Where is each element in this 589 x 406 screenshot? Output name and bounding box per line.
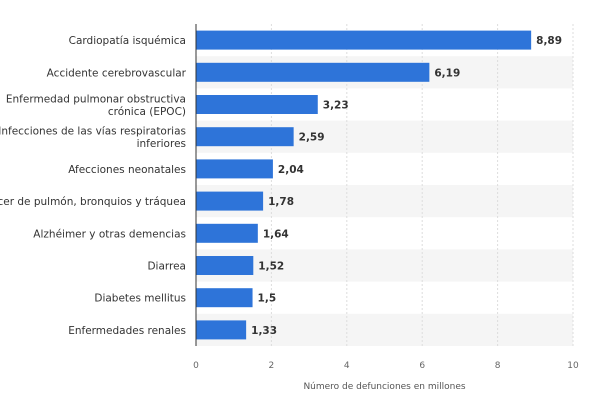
category-label: Afecciones neonatales — [68, 164, 186, 176]
bar[interactable] — [196, 30, 532, 50]
value-label: 6,19 — [434, 67, 460, 79]
category-label: Diarrea — [147, 261, 186, 273]
bar[interactable] — [196, 223, 258, 243]
bar[interactable] — [196, 288, 253, 308]
x-axis-title: Número de defunciones en millones — [303, 382, 465, 392]
x-tick-labels: 0 2 4 6 8 10 — [193, 361, 579, 371]
value-label: 1,33 — [251, 325, 277, 337]
value-label: 1,5 — [258, 293, 277, 305]
x-tick-label: 2 — [269, 361, 275, 371]
value-label: 8,89 — [536, 35, 562, 47]
category-label: Enfermedades renales — [68, 325, 186, 337]
category-label: Enfermedad pulmonar obstructiva crónica (… — [6, 93, 186, 118]
category-label: Accidente cerebrovascular — [47, 67, 187, 79]
value-label: 1,52 — [258, 261, 284, 273]
bar[interactable] — [196, 95, 318, 114]
bar[interactable] — [196, 62, 430, 82]
bar[interactable] — [196, 127, 294, 147]
value-label: 3,23 — [323, 100, 349, 112]
category-label: Infecciones de las vías respiratorias inf… — [0, 125, 186, 150]
value-label: 2,04 — [278, 164, 304, 176]
x-tick-label: 6 — [419, 361, 425, 371]
x-tick-label: 10 — [567, 361, 579, 371]
bar[interactable] — [196, 256, 254, 275]
category-label: Cardiopatía isquémica — [69, 35, 186, 47]
category-labels: Cardiopatía isquémica Accidente cerebrova… — [0, 35, 187, 337]
bars — [196, 30, 532, 340]
category-label: Cáncer de pulmón, bronquios y tráquea — [0, 196, 186, 208]
bar[interactable] — [196, 191, 264, 211]
x-tick-label: 0 — [193, 361, 199, 371]
category-label: Diabetes mellitus — [94, 293, 186, 305]
row-bands — [196, 56, 573, 346]
value-label: 2,59 — [299, 132, 325, 144]
x-tick-label: 8 — [495, 361, 501, 371]
value-labels: 8,89 6,19 3,23 2,59 2,04 1,78 1,64 1,52 1,5 1,33 — [251, 35, 562, 337]
x-tick-label: 4 — [344, 361, 350, 371]
bar[interactable] — [196, 320, 247, 340]
bar[interactable] — [196, 159, 273, 179]
category-label: Alzhéimer y otras demencias — [33, 228, 186, 240]
value-label: 1,64 — [263, 228, 289, 240]
row-band — [196, 249, 573, 282]
row-band — [196, 313, 573, 346]
value-label: 1,78 — [268, 196, 294, 208]
